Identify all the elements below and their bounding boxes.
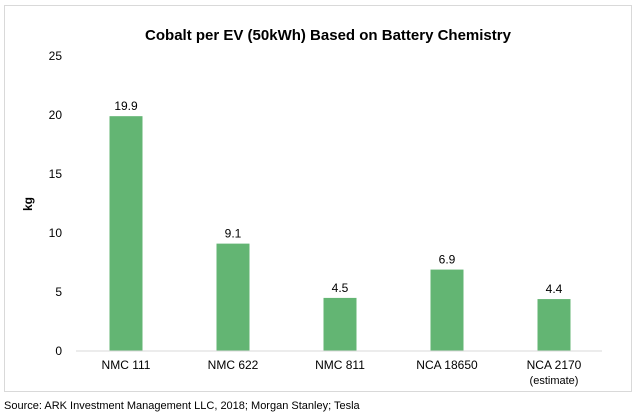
data-label: 4.5 xyxy=(332,281,349,295)
bar-nmc-811 xyxy=(323,297,357,351)
x-tick-label: NMC 111 xyxy=(102,358,151,372)
chart-title: Cobalt per EV (50kWh) Based on Battery C… xyxy=(145,27,512,44)
bar-nmc-622 xyxy=(216,243,250,351)
chart-frame xyxy=(4,5,632,392)
y-tick-label: 10 xyxy=(49,226,63,240)
data-label: 19.9 xyxy=(114,99,138,113)
x-tick-label: NMC 622 xyxy=(208,358,259,372)
source-note: Source: ARK Investment Management LLC, 2… xyxy=(4,400,360,412)
x-tick-label: NMC 811 xyxy=(315,358,365,372)
y-tick-label: 20 xyxy=(49,108,63,122)
y-axis-label: kg xyxy=(21,197,35,211)
y-tick-label: 25 xyxy=(49,49,63,63)
bar-nca-18650 xyxy=(430,269,464,351)
bar-nca-2170 xyxy=(537,299,571,351)
data-label: 6.9 xyxy=(439,253,456,267)
y-tick-label: 5 xyxy=(55,285,62,299)
y-tick-label: 15 xyxy=(49,167,63,181)
x-tick-label: NCA 18650 xyxy=(416,358,478,372)
y-tick-label: 0 xyxy=(55,344,62,358)
bar-nmc-111 xyxy=(109,116,143,352)
x-tick-sublabel: (estimate) xyxy=(530,375,579,387)
data-label: 4.4 xyxy=(546,282,563,296)
data-label: 9.1 xyxy=(225,227,242,241)
x-tick-label: NCA 2170 xyxy=(527,358,582,372)
